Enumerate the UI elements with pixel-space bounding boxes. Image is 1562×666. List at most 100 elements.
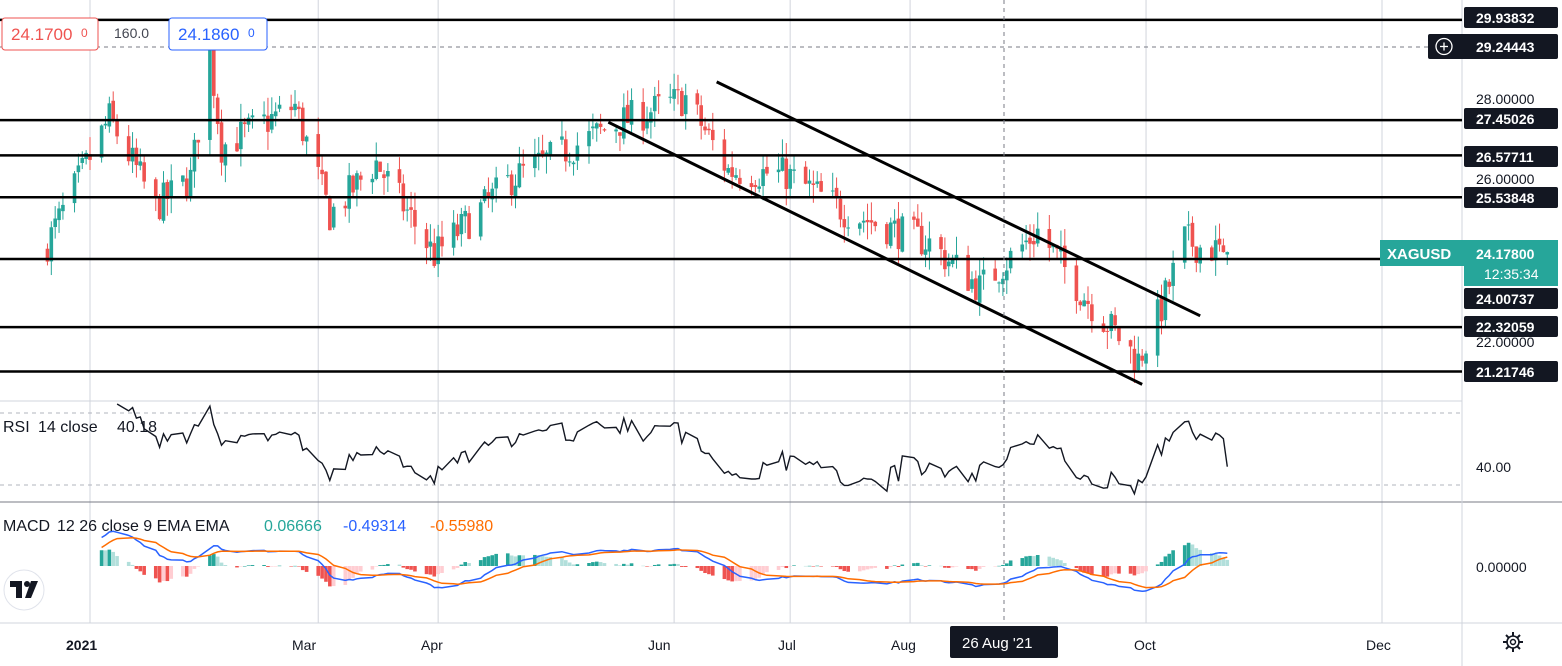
macd-histogram-bar — [536, 555, 541, 566]
macd-histogram-bar — [490, 555, 495, 566]
candle — [776, 153, 781, 183]
rsi-axis-label: 40.00 — [1476, 459, 1511, 475]
candle — [53, 206, 57, 239]
candle — [413, 192, 417, 245]
candle-body — [1001, 278, 1005, 285]
rsi-title: RSI — [3, 419, 30, 436]
macd-histogram-bar — [919, 565, 924, 566]
bid-box[interactable] — [1, 17, 99, 51]
candle — [656, 80, 661, 114]
candle — [45, 243, 50, 266]
candle — [250, 108, 255, 129]
macd-histogram-bar — [830, 566, 835, 567]
gear-icon[interactable] — [1503, 632, 1523, 652]
candle-body — [61, 204, 65, 212]
candle — [803, 161, 808, 185]
macd-histogram-bar — [1113, 566, 1117, 574]
candle — [923, 235, 928, 268]
macd-histogram-bar — [710, 566, 715, 576]
macd-histogram-bar — [370, 566, 375, 570]
candle-body — [792, 169, 796, 171]
time-axis[interactable]: 2021 Mar Apr Jun Jul Aug Oct Dec 26 Aug … — [66, 626, 1391, 658]
candle — [440, 220, 444, 257]
macd-histogram-bar — [869, 566, 874, 569]
candle-body — [386, 171, 390, 177]
price-tick: 26.00000 — [1476, 171, 1535, 187]
candle-body — [838, 198, 843, 220]
macd-histogram-bar — [943, 566, 947, 568]
macd-histogram-bar — [266, 566, 270, 567]
add-alert-icon[interactable] — [1435, 37, 1453, 56]
level-label-box — [1464, 187, 1558, 208]
candle — [761, 155, 765, 201]
candle — [1051, 245, 1055, 253]
macd-histogram-bar — [892, 565, 897, 566]
candle — [1190, 216, 1195, 257]
macd-histogram-bar — [1186, 542, 1191, 566]
candle-body — [517, 163, 522, 188]
candle-body — [699, 105, 703, 126]
candle — [966, 245, 970, 292]
macd-histogram-bar — [138, 566, 143, 572]
candle — [328, 195, 332, 231]
logo-glyph-t — [10, 581, 22, 598]
macd-histogram-bar — [591, 562, 595, 566]
candle-body — [977, 275, 982, 303]
macd-histogram-bar — [726, 566, 731, 581]
candle — [215, 93, 220, 135]
horizontal-levels[interactable] — [0, 18, 1462, 373]
candle — [513, 174, 518, 209]
candle — [927, 221, 932, 270]
ask-box[interactable] — [168, 17, 268, 51]
macd-histogram-bar — [99, 550, 104, 566]
macd-histogram-bar — [111, 551, 116, 566]
candle-body — [1213, 240, 1218, 261]
candle-body — [567, 161, 572, 163]
candle-body — [490, 188, 495, 200]
price-axis[interactable]: 28.00000 26.00000 22.00000 — [1476, 91, 1535, 350]
candle-body — [819, 181, 823, 192]
candle — [188, 157, 193, 202]
candle — [888, 217, 893, 249]
macd-histogram-bar — [409, 566, 413, 570]
candle-body — [126, 136, 131, 162]
candle — [107, 96, 112, 133]
candle-body — [467, 213, 471, 239]
candle — [467, 205, 471, 240]
macd-legend[interactable]: MACD 12 26 close 9 EMA EMA 0.06666 -0.49… — [3, 518, 1527, 575]
candle-body — [486, 192, 491, 198]
candle — [1047, 215, 1052, 262]
candle-body — [355, 173, 359, 190]
channel-line[interactable] — [607, 120, 1143, 386]
channel-line[interactable] — [716, 80, 1201, 318]
bid-ask-box[interactable]: 24.1700 0 160.0 24.1860 0 — [1, 17, 268, 51]
candle-body — [1024, 240, 1028, 243]
macd-histogram-bar — [1004, 563, 1009, 566]
symbol-name: XAGUSD — [1387, 246, 1451, 263]
candle-body — [656, 94, 661, 97]
candle-body — [830, 190, 835, 192]
macd-histogram-bar — [486, 556, 491, 566]
candle-body — [300, 107, 305, 142]
candle — [676, 74, 680, 105]
macd-histogram-bar — [1063, 562, 1067, 566]
candle-body — [919, 225, 924, 255]
candle-body — [378, 161, 382, 172]
macd-histogram-bar — [819, 566, 823, 567]
macd-histogram-bar — [424, 566, 429, 575]
candle — [297, 101, 301, 119]
candle — [57, 201, 61, 233]
rsi-legend[interactable]: RSI 14 close 40.18 40.00 — [3, 419, 1511, 475]
trend-channel[interactable] — [607, 80, 1201, 386]
tradingview-logo[interactable] — [3, 569, 45, 611]
macd-histogram-bar — [184, 566, 189, 577]
macd-histogram-bar — [757, 566, 762, 578]
candle-body — [749, 183, 754, 188]
level-label: 25.53848 — [1476, 190, 1535, 206]
candle — [1074, 258, 1079, 314]
candle-body — [993, 268, 997, 281]
candle-body — [1078, 301, 1083, 306]
macd-histogram-bar — [803, 565, 808, 567]
candle — [88, 137, 92, 171]
